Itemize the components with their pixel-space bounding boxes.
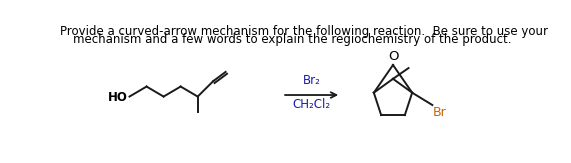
Text: HO: HO [108,91,128,104]
Text: O: O [388,51,399,63]
Text: mechanism and a few words to explain the regiochemistry of the product.: mechanism and a few words to explain the… [73,33,512,46]
Text: CH₂Cl₂: CH₂Cl₂ [292,98,331,111]
Text: Provide a curved-arrow mechanism for the following reaction.  Be sure to use you: Provide a curved-arrow mechanism for the… [60,25,548,38]
Text: Br₂: Br₂ [303,74,320,87]
Text: Br: Br [433,106,447,119]
